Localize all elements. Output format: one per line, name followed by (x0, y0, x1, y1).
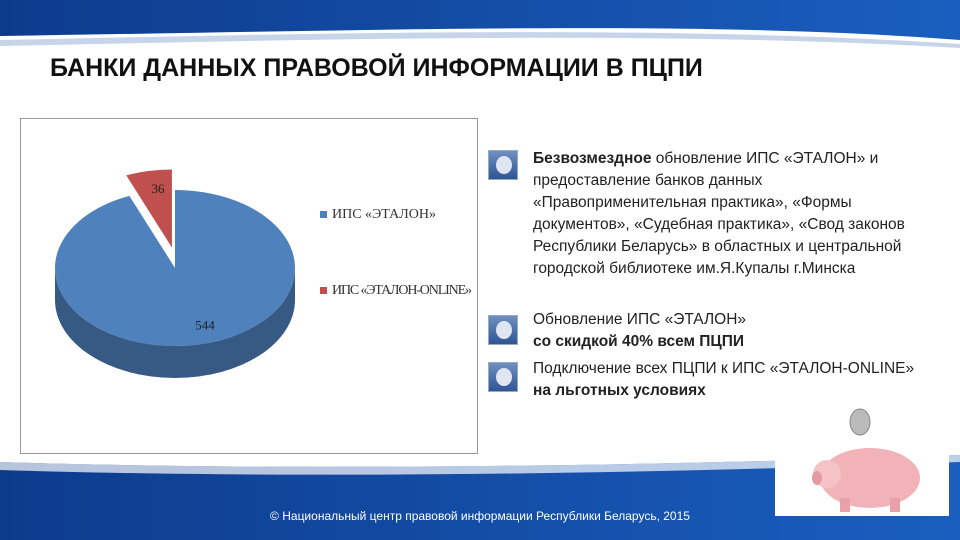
title: БАНКИ ДАННЫХ ПРАВОВОЙ ИНФОРМАЦИИ В ПЦПИ (50, 54, 703, 82)
legend-label: ИПС «ЭТАЛОН» (332, 207, 436, 222)
data-label: 544 (195, 317, 215, 332)
slice-side (55, 268, 295, 378)
bottom-stripe (0, 455, 960, 475)
text: Подключение всех ПЦПИ к ИПС «ЭТАЛОН-ONLI… (533, 360, 915, 377)
bullet: Безвозмездное обновление ИПС «ЭТАЛОН» и … (533, 148, 928, 280)
bullet: Подключение всех ПЦПИ к ИПС «ЭТАЛОН-ONLI… (533, 358, 928, 402)
bullet: Обновление ИПС «ЭТАЛОН» со скидкой 40% вс… (533, 309, 928, 353)
chart: 544 36 ИПС «ЭТАЛОН» ИПС «ЭТАЛОН-ONLINE» (20, 118, 478, 454)
data-label: 36 (151, 181, 165, 196)
text: Обновление ИПС «ЭТАЛОН» (533, 311, 747, 328)
bold-text: Безвозмездное (533, 150, 652, 167)
footer: © Национальный центр правовой информации… (270, 509, 690, 523)
legend-label: ИПС «ЭТАЛОН-ONLINE» (332, 283, 472, 298)
top-stripe (0, 32, 960, 48)
legend-swatch (320, 211, 327, 218)
top-band (0, 0, 960, 40)
bold-text: на льготных условиях (533, 382, 706, 399)
legend-swatch (320, 287, 327, 294)
bottom-band (0, 455, 960, 540)
slice (126, 169, 172, 248)
text: обновление ИПС «ЭТАЛОН» и предоставление… (533, 150, 905, 277)
piggy-bank-image (775, 400, 949, 516)
info-icon (488, 362, 518, 392)
bold-text: со скидкой 40% всем ПЦПИ (533, 333, 745, 350)
slice (55, 190, 295, 346)
info-icon (488, 150, 518, 180)
info-icon (488, 315, 518, 345)
